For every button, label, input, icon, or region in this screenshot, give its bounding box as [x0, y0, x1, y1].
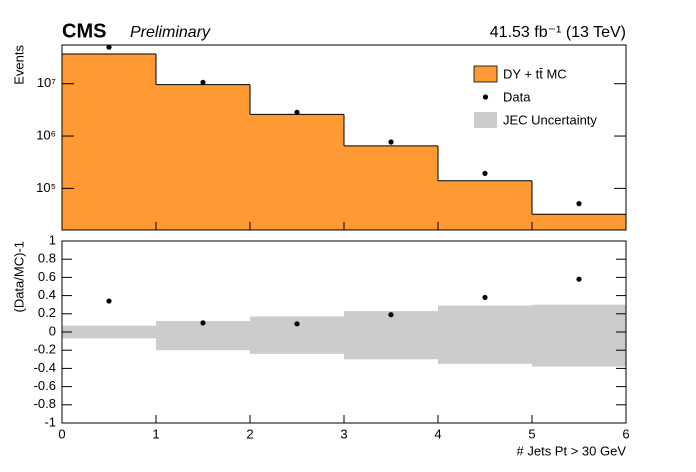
- y-tick-label: 10⁷: [37, 75, 56, 90]
- bar: [250, 114, 344, 230]
- uncertainty-band: [532, 304, 626, 367]
- bar: [438, 180, 532, 230]
- x-tick-label: 0: [58, 426, 65, 441]
- ratio-point: [388, 312, 394, 318]
- uncertainty-band: [344, 311, 438, 360]
- cms-label: CMS: [62, 20, 106, 42]
- y-tick-label: 0.4: [38, 287, 56, 302]
- data-point: [294, 109, 300, 116]
- ratio-point: [576, 276, 582, 282]
- y-tick-label: 0: [49, 323, 56, 338]
- data-point: [200, 79, 206, 86]
- y-tick-label: 1: [49, 232, 56, 247]
- y-tick-label: -0.2: [34, 342, 56, 357]
- x-tick-label: 6: [622, 426, 629, 441]
- legend-label: DY + tt̄ MC: [503, 66, 567, 81]
- data-point: [388, 139, 394, 145]
- x-tick-label: 1: [152, 426, 159, 441]
- data-point: [576, 201, 582, 207]
- ratio-point: [482, 294, 488, 301]
- uncertainty-band: [62, 325, 156, 339]
- x-tick-label: 5: [528, 426, 535, 441]
- y-axis-label: Events: [11, 45, 26, 85]
- y-tick-label: -0.8: [34, 396, 56, 411]
- bar: [344, 145, 438, 230]
- ratio-point: [294, 321, 300, 327]
- data-point: [106, 44, 112, 50]
- bar: [532, 214, 626, 230]
- legend-swatch: [474, 112, 497, 128]
- y-tick-label: 0.2: [38, 305, 56, 320]
- lumi-label: 41.53 fb⁻¹ (13 TeV): [490, 24, 626, 41]
- y-tick-label: 0.8: [38, 251, 56, 266]
- bar: [62, 54, 156, 231]
- plot-frame: [61, 240, 627, 424]
- y-tick-label: -0.6: [34, 378, 56, 393]
- bar: [156, 84, 250, 230]
- x-tick-label: 2: [246, 426, 253, 441]
- preliminary-label: Preliminary: [130, 24, 211, 41]
- x-tick-label: 4: [434, 426, 441, 441]
- uncertainty-band: [438, 305, 532, 364]
- uncertainty-band: [156, 321, 250, 351]
- ratio-point: [200, 320, 206, 326]
- plot-frame: [61, 44, 627, 231]
- y-axis-label: (Data/MC)-1: [11, 241, 26, 313]
- legend-marker: [482, 94, 489, 100]
- y-tick-label: 10⁵: [36, 180, 56, 195]
- data-point: [482, 170, 488, 177]
- y-tick-label: -1: [44, 414, 56, 429]
- x-axis-label: # Jets Pt > 30 GeV: [517, 443, 627, 458]
- y-tick-label: 0.6: [38, 269, 56, 284]
- legend-label: Data: [503, 89, 531, 104]
- legend-swatch: [473, 65, 498, 83]
- y-tick-label: -0.4: [34, 360, 56, 375]
- ratio-point: [106, 298, 112, 304]
- x-tick-label: 3: [340, 426, 347, 441]
- legend-label: JEC Uncertainty: [503, 112, 597, 127]
- y-tick-label: 10⁶: [36, 127, 56, 142]
